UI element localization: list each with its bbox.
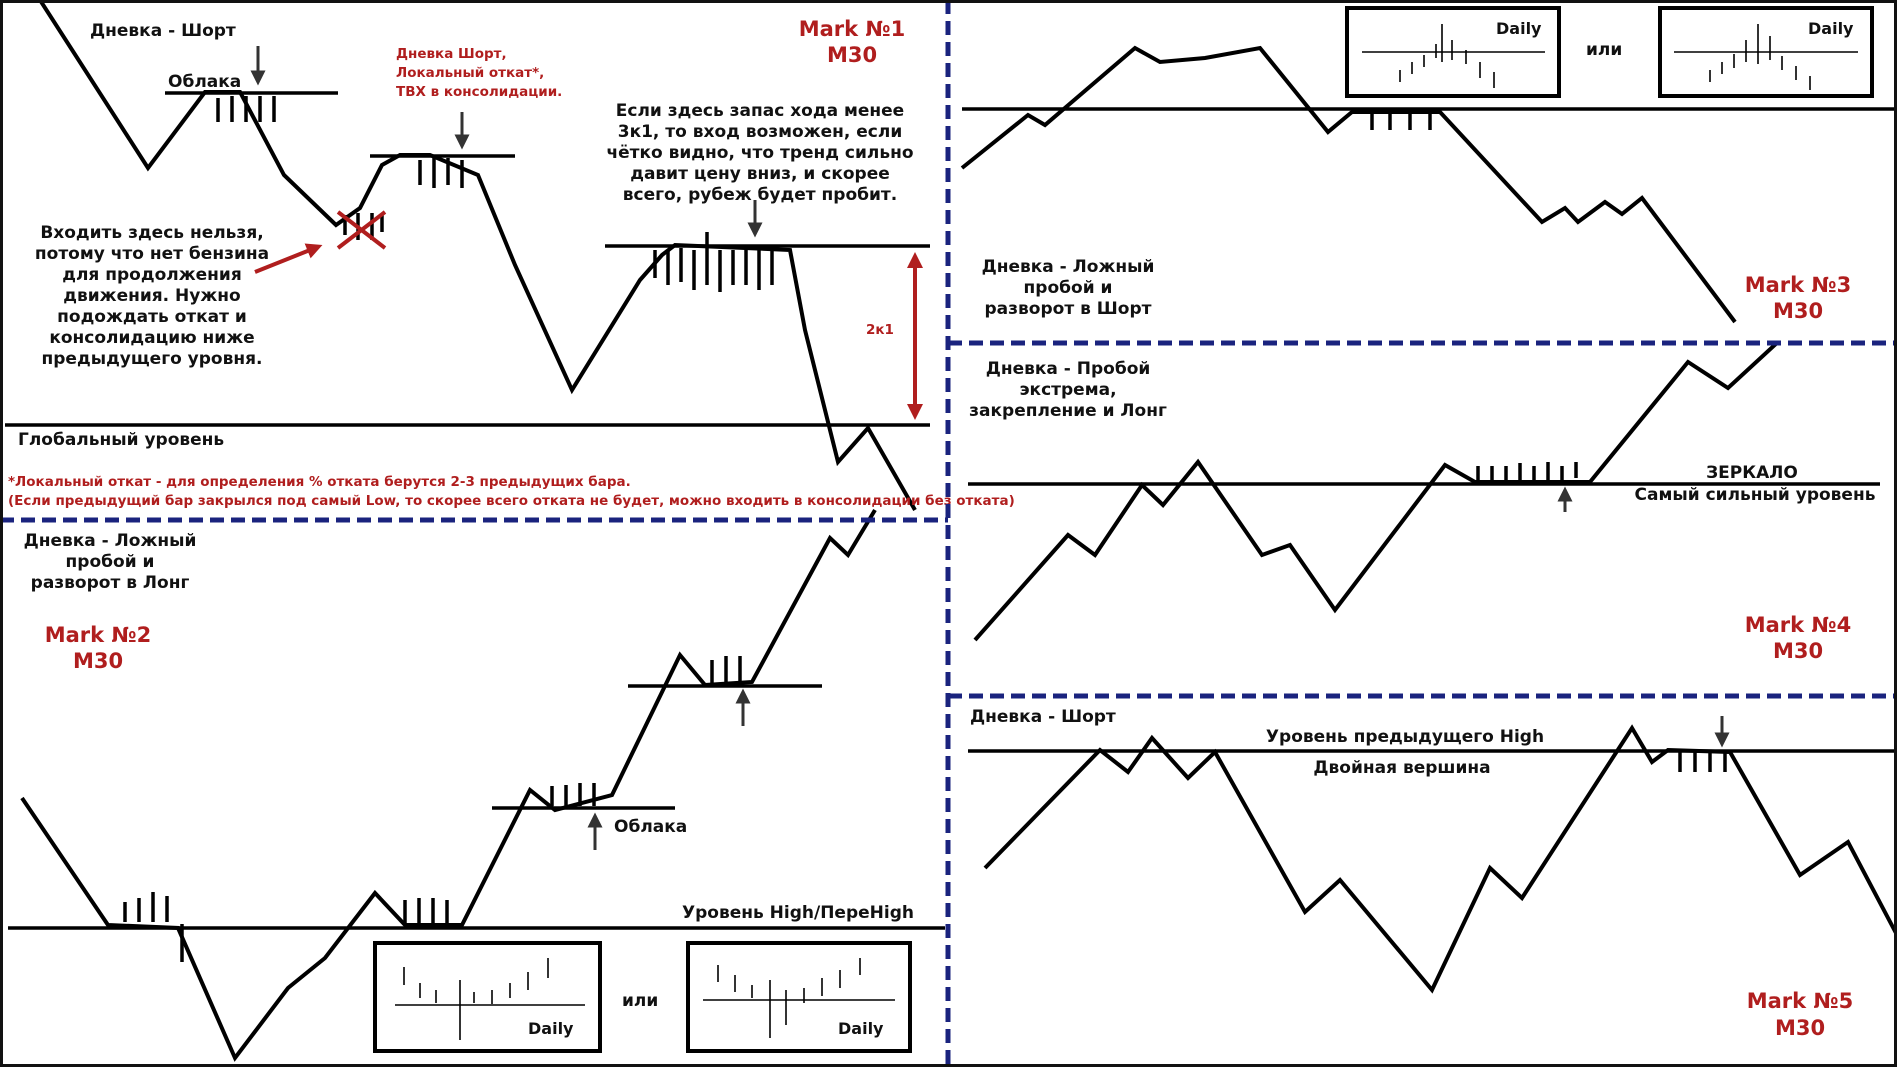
panel-5: Дневка - Шорт Уровень предыдущего High Д… <box>968 707 1897 1040</box>
panel1-timeframe: M30 <box>827 43 877 67</box>
panel4-strongest-label: Самый сильный уровень <box>1635 485 1876 505</box>
panel5-mark: Mark №5 <box>1747 989 1854 1013</box>
ratio-label: 2к1 <box>866 322 894 338</box>
reserve-note: Если здесь запас хода менее 3к1, то вход… <box>606 101 913 205</box>
panel2-level-label: Уровень High/ПереHigh <box>682 903 914 923</box>
global-level-label: Глобальный уровень <box>18 430 224 450</box>
panel2-timeframe: M30 <box>73 649 123 673</box>
panel4-mark: Mark №4 <box>1745 613 1852 637</box>
svg-text:3к1, то вход возможен, если: 3к1, то вход возможен, если <box>618 122 903 142</box>
panel2-mark: Mark №2 <box>45 623 152 647</box>
panel2-daily-box-1: Daily <box>373 941 602 1053</box>
panel3-timeframe: M30 <box>1773 299 1823 323</box>
panel1-mark: Mark №1 <box>799 17 906 41</box>
footnote-1: *Локальный откат - для определения % отк… <box>8 474 631 490</box>
panel2-upper-bars <box>710 656 742 684</box>
panel2-price-line <box>20 508 877 1062</box>
panel3-title-2: пробой и <box>1024 278 1113 298</box>
panel1-local-bars <box>418 158 464 188</box>
panel2-title-2: пробой и <box>66 552 155 572</box>
panel1-cloud-bars <box>216 96 276 122</box>
panel2-title-3: разворот в Лонг <box>31 573 190 593</box>
panel2-daily-box-2: Daily <box>686 941 912 1053</box>
panel5-timeframe: M30 <box>1775 1016 1825 1040</box>
svg-text:потому что нет бензина: потому что нет бензина <box>35 244 269 264</box>
panel2-clouds-label: Облака <box>614 817 687 837</box>
panel-3: Daily или Daily Дневка - Ложный пробой и… <box>960 6 1897 324</box>
svg-text:движения. Нужно: движения. Нужно <box>63 286 240 306</box>
panel3-daily-label-2: Daily <box>1808 19 1854 38</box>
panel4-title-2: экстрема, <box>1019 380 1116 400</box>
panel1-price-line <box>38 0 917 511</box>
panel3-daily-label-1: Daily <box>1496 19 1542 38</box>
svg-text:всего, рубеж будет пробит.: всего, рубеж будет пробит. <box>623 185 897 205</box>
panel2-title-1: Дневка - Ложный <box>24 531 197 551</box>
svg-text:чётко видно, что тренд сильно: чётко видно, что тренд сильно <box>606 143 913 163</box>
panel5-prev-high-label: Уровень предыдущего High <box>1266 727 1544 747</box>
footnote-2: (Если предыдущий бар закрылся под самый … <box>8 493 1015 509</box>
svg-text:предыдущего уровня.: предыдущего уровня. <box>42 349 263 369</box>
panel3-daily-box-2: Daily <box>1658 6 1874 98</box>
forbidden-note: Входить здесь нельзя, потому что нет бен… <box>35 223 269 369</box>
svg-text:консолидацию ниже: консолидацию ниже <box>49 328 254 348</box>
panel-1: Дневка - Шорт Облака Дневка Шорт, Локаль… <box>5 0 1015 511</box>
panel4-bars <box>1476 462 1578 484</box>
panel-4: Дневка - Пробой экстрема, закрепление и … <box>968 340 1880 663</box>
panel5-double-top-label: Двойная вершина <box>1313 758 1490 778</box>
panel1-title: Дневка - Шорт <box>90 21 236 41</box>
panel2-base-bars <box>403 898 449 925</box>
panel2-false-break-bars <box>123 892 184 962</box>
panel1-local-note-1: Дневка Шорт, <box>396 46 507 62</box>
panel4-title-3: закрепление и Лонг <box>969 401 1167 421</box>
panel4-price-line <box>973 340 1780 642</box>
panel1-clouds-label: Облака <box>168 72 241 92</box>
panel1-local-note-3: ТВХ в консолидации. <box>396 84 562 100</box>
panel5-title: Дневка - Шорт <box>970 707 1116 727</box>
panel3-title-1: Дневка - Ложный <box>982 257 1155 277</box>
panel5-bars <box>1678 751 1727 772</box>
panel3-price-line <box>960 45 1737 324</box>
panel4-timeframe: M30 <box>1773 639 1823 663</box>
panel2-or: или <box>622 991 658 1011</box>
forbidden-entry-arrow <box>254 243 323 274</box>
panel4-title-1: Дневка - Пробой <box>986 359 1151 379</box>
panel3-or: или <box>1586 40 1622 60</box>
panel3-mark: Mark №3 <box>1745 273 1852 297</box>
panel3-daily-box-1: Daily <box>1345 6 1561 98</box>
svg-text:Если здесь запас хода менее: Если здесь запас хода менее <box>616 101 904 121</box>
panel1-consolidation-bars <box>653 232 774 292</box>
panel3-bars <box>1370 112 1432 130</box>
panel2-daily-label-1: Daily <box>528 1019 574 1038</box>
svg-text:давит цену вниз, и скорее: давит цену вниз, и скорее <box>630 164 890 184</box>
panel4-mirror-label: ЗЕРКАЛО <box>1706 463 1798 483</box>
panel-2: Дневка - Ложный пробой и разворот в Лонг… <box>8 508 945 1062</box>
panel5-price-line <box>983 724 1897 994</box>
panel3-title-3: разворот в Шорт <box>985 299 1152 319</box>
svg-text:Входить здесь нельзя,: Входить здесь нельзя, <box>40 223 263 243</box>
panel2-daily-label-2: Daily <box>838 1019 884 1038</box>
panel1-local-note-2: Локальный откат*, <box>396 65 544 81</box>
svg-text:подождать откат и: подождать откат и <box>57 307 247 327</box>
svg-text:для продолжения: для продолжения <box>62 265 242 285</box>
panel2-clouds-bars <box>550 783 596 806</box>
panel1-crossed-bars <box>336 210 387 250</box>
